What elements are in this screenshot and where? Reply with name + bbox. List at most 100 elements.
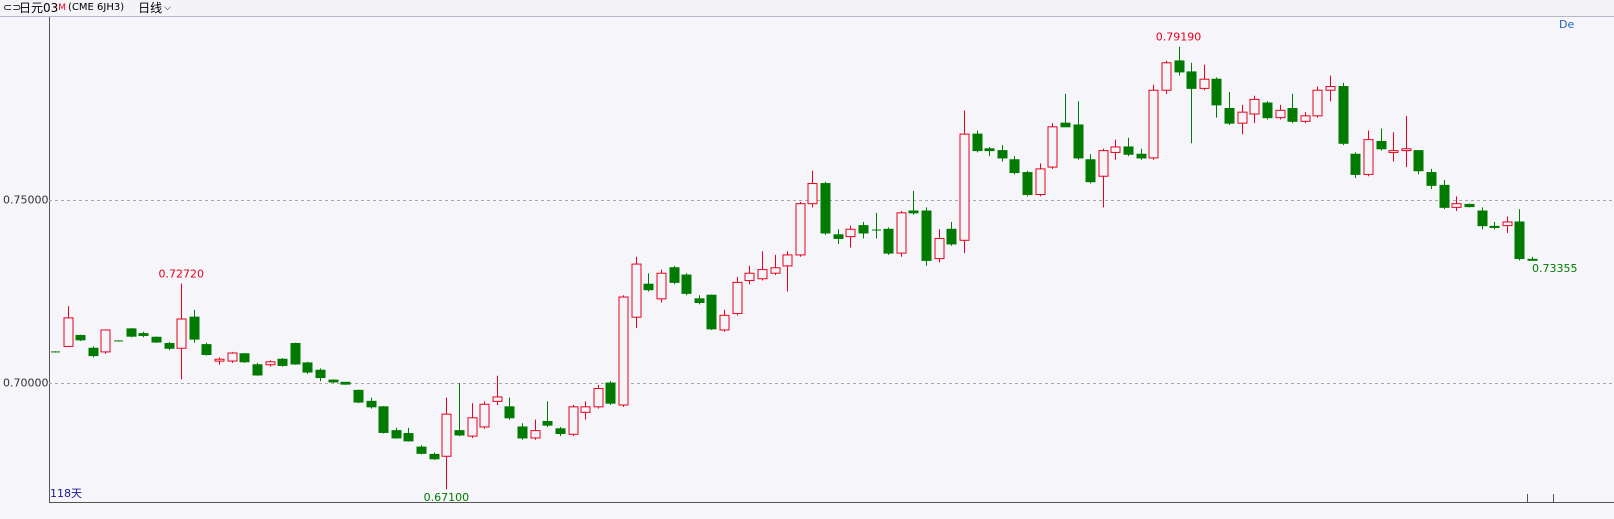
candle-body xyxy=(858,225,869,234)
candle-body xyxy=(1312,89,1323,117)
candle-body xyxy=(290,343,301,365)
candle-body xyxy=(1426,172,1437,186)
candle-body xyxy=(138,333,149,336)
candle-body xyxy=(1249,98,1260,115)
candle-body xyxy=(214,358,225,362)
candle-body xyxy=(1098,150,1109,177)
corner-text: De xyxy=(1559,18,1574,31)
price-annotation: 0.67100 xyxy=(424,491,470,504)
candle-body xyxy=(972,133,983,152)
candle-body xyxy=(795,203,806,256)
candle-body xyxy=(1527,258,1538,261)
candle-body xyxy=(1376,140,1387,150)
candle-body xyxy=(706,294,717,330)
candle-body xyxy=(1439,184,1450,208)
candle-body xyxy=(1464,203,1475,208)
candle-body xyxy=(88,347,99,357)
symbol: (CME 6JH3) xyxy=(68,2,125,13)
candle-body xyxy=(719,314,730,331)
candle-body xyxy=(429,453,440,460)
candle-body xyxy=(618,296,629,406)
link-icon[interactable]: ⊂⊃ xyxy=(3,1,22,14)
count-label: 118天 xyxy=(50,487,82,500)
candle-body xyxy=(340,381,351,385)
price-annotation: 0.79190 xyxy=(1156,31,1202,44)
candle-body xyxy=(366,400,377,408)
candle-body xyxy=(1161,62,1172,91)
candle-body xyxy=(265,361,276,366)
title: 日元03 xyxy=(19,1,59,15)
candle-body xyxy=(1325,86,1336,91)
candle-body xyxy=(820,183,831,234)
candle-body xyxy=(1123,146,1134,155)
candle-body xyxy=(479,403,490,428)
candle-body xyxy=(403,433,414,442)
candle-body xyxy=(568,406,579,435)
candle-body xyxy=(807,183,818,205)
candle-body xyxy=(669,267,680,283)
candle-body xyxy=(1489,225,1500,228)
candle-body xyxy=(201,344,212,355)
candle-body xyxy=(934,237,945,260)
candle-body xyxy=(100,329,111,353)
candle-body xyxy=(252,364,263,376)
candle-body xyxy=(908,210,919,214)
candle-body xyxy=(845,228,856,238)
candle-body xyxy=(75,334,86,341)
candle-body xyxy=(1514,221,1525,260)
candle-body xyxy=(833,234,844,239)
candle-body xyxy=(176,318,187,349)
candle-body xyxy=(353,389,364,403)
candle-body xyxy=(1338,86,1349,144)
candle-body xyxy=(946,228,957,245)
candle-body xyxy=(593,388,604,408)
candle-body xyxy=(328,379,339,383)
candle-body xyxy=(694,298,705,304)
candle-body xyxy=(1502,221,1513,227)
candle-body xyxy=(1073,124,1084,159)
header-bar: ⊂⊃日元03M (CME 6JH3) 日线 ⌵ xyxy=(0,0,1614,17)
candle-body xyxy=(1401,148,1412,152)
candle-body xyxy=(302,362,313,373)
candle-body xyxy=(1300,115,1311,122)
dropdown-arrow[interactable]: ⌵ xyxy=(164,3,171,13)
y-tick-label: 0.70000 xyxy=(3,377,49,390)
candle-body xyxy=(1413,150,1424,172)
candle-body xyxy=(656,272,667,300)
candle-body xyxy=(959,133,970,241)
candle-body xyxy=(984,148,995,152)
candle-body xyxy=(1363,139,1374,175)
candle-body xyxy=(555,428,566,435)
candle-body xyxy=(492,396,503,402)
candle-body xyxy=(1237,111,1248,124)
candle-body xyxy=(1174,60,1185,73)
y-tick-label: 0.75000 xyxy=(3,194,49,207)
candle-body xyxy=(681,274,692,294)
candle-body xyxy=(921,210,932,261)
candle-body xyxy=(1199,78,1210,89)
candle-body xyxy=(883,228,894,254)
candle-body xyxy=(1451,203,1462,208)
candle-body xyxy=(770,267,781,274)
candle-body xyxy=(1085,159,1096,183)
candle-body xyxy=(315,369,326,379)
candle-body xyxy=(1350,153,1361,175)
candle-body xyxy=(1477,210,1488,227)
candle-body xyxy=(63,317,74,347)
period-selector[interactable]: 日线 xyxy=(138,1,163,15)
candle-body xyxy=(227,352,238,362)
candle-body xyxy=(896,212,907,254)
candle-body xyxy=(277,358,288,366)
candle-body xyxy=(643,283,654,291)
candle-body xyxy=(164,343,175,349)
candle-body xyxy=(391,430,402,439)
candle-body xyxy=(378,406,389,433)
candle-body xyxy=(441,413,452,457)
candle-body xyxy=(782,254,793,267)
price-annotation: 0.72720 xyxy=(158,267,204,280)
candle-body xyxy=(631,263,642,318)
candle-body xyxy=(1148,89,1159,159)
candle-body xyxy=(1275,109,1286,119)
